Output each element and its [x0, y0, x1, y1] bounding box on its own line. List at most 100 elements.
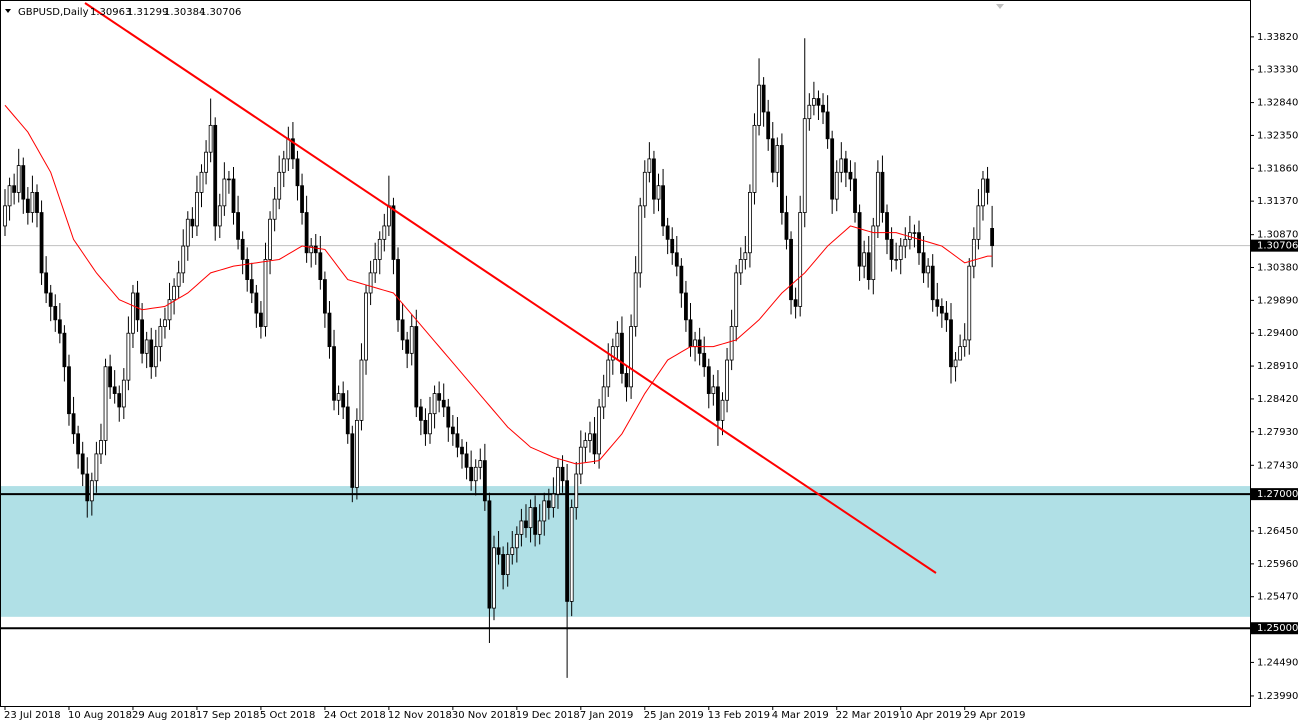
- candle-body: [199, 171, 204, 193]
- candle-body: [172, 285, 176, 301]
- candle-body: [647, 158, 652, 173]
- candle-body: [624, 373, 629, 388]
- y-tick-label: 1.32840: [1257, 98, 1298, 109]
- candle-body: [926, 265, 931, 274]
- candle-body: [450, 426, 455, 435]
- candle-body: [57, 319, 62, 334]
- plot-frame: [0, 0, 1251, 707]
- candle-body: [76, 433, 81, 455]
- candle-body: [35, 192, 39, 213]
- candle-body: [903, 238, 908, 247]
- y-tick-label: 1.33330: [1257, 65, 1298, 76]
- candle-body: [185, 218, 190, 247]
- candle-body: [112, 386, 117, 394]
- candle-body: [569, 507, 574, 602]
- candle-body: [825, 111, 830, 140]
- candle-body: [912, 232, 917, 234]
- x-tick-label: 30 Nov 2018: [452, 710, 516, 721]
- candle-body: [843, 158, 848, 173]
- x-tick-label: 10 Aug 2018: [68, 710, 132, 721]
- candle-body: [551, 493, 556, 508]
- candle-body: [103, 366, 108, 441]
- candle-body: [971, 238, 976, 267]
- y-tick-label: 1.24490: [1257, 657, 1298, 668]
- candle-body: [866, 252, 871, 280]
- candle-body: [277, 171, 282, 200]
- candle-body: [460, 446, 464, 455]
- header-close: 1.30706: [200, 7, 241, 18]
- y-tick-label: 1.23990: [1257, 691, 1298, 702]
- candle-body: [862, 252, 867, 267]
- y-tick-label: 1.29400: [1257, 328, 1298, 339]
- candle-body: [597, 406, 601, 455]
- candle-body: [245, 259, 250, 280]
- candle-body: [437, 393, 442, 401]
- candle-body: [117, 393, 122, 408]
- candle-body: [693, 339, 697, 348]
- candle-body: [958, 346, 963, 361]
- candle-body: [336, 393, 341, 401]
- candle-body: [359, 359, 364, 421]
- candle-body: [167, 299, 172, 321]
- candle-body: [670, 238, 675, 254]
- candle-body: [519, 520, 524, 535]
- support-zone: [1, 486, 1250, 617]
- candle-body: [373, 259, 378, 274]
- candle-body: [688, 319, 693, 348]
- candle-body: [939, 306, 944, 314]
- candle-body: [725, 359, 729, 401]
- candle-body: [441, 399, 446, 408]
- candle-body: [144, 339, 149, 354]
- candle-body: [505, 554, 510, 575]
- y-tick-label: 1.27930: [1257, 427, 1298, 438]
- candle-body: [432, 393, 437, 415]
- candle-body: [816, 98, 821, 106]
- candle-body: [560, 466, 565, 482]
- candle-body: [149, 339, 154, 368]
- candle-body: [857, 212, 862, 267]
- candle-body: [720, 399, 725, 421]
- candle-body: [610, 346, 615, 361]
- candle-body: [48, 292, 53, 307]
- candle-body: [853, 178, 857, 213]
- candle-body: [350, 433, 355, 488]
- candle-body: [85, 473, 90, 502]
- x-tick-label: 25 Jan 2019: [644, 710, 704, 721]
- candle-body: [684, 292, 688, 321]
- x-tick-label: 22 Mar 2019: [836, 710, 899, 721]
- bottom-axis-bg: [0, 707, 1299, 722]
- candle-body: [665, 225, 670, 240]
- candle-body: [894, 259, 899, 261]
- candle-body: [327, 312, 332, 348]
- candle-body: [473, 466, 478, 482]
- candle-body: [601, 386, 606, 408]
- candle-body: [400, 319, 405, 341]
- x-tick-label: 12 Nov 2018: [388, 710, 452, 721]
- current-price-label: 1.30706: [1257, 241, 1298, 252]
- x-tick-label: 10 Apr 2019: [900, 710, 962, 721]
- y-tick-label: 1.32350: [1257, 130, 1298, 141]
- trendline: [84, 2, 937, 574]
- candle-body: [976, 205, 981, 240]
- y-tick-label: 1.29890: [1257, 295, 1298, 306]
- candle-body: [418, 406, 423, 421]
- level-label: 1.27000: [1257, 489, 1298, 500]
- candle-body: [917, 232, 921, 254]
- y-tick-label: 1.31370: [1257, 196, 1298, 207]
- candle-body: [962, 339, 967, 348]
- candle-body: [39, 212, 44, 274]
- x-tick-label: 13 Feb 2019: [708, 710, 770, 721]
- candle-body: [784, 212, 789, 240]
- level-label: 1.25000: [1257, 623, 1298, 634]
- x-tick-label: 7 Jan 2019: [580, 710, 634, 721]
- candle-body: [181, 245, 186, 274]
- candle-body: [496, 547, 501, 555]
- candle-body: [743, 252, 748, 260]
- candle-body: [574, 473, 579, 508]
- candle-body: [789, 238, 793, 301]
- y-tick-label: 1.25960: [1257, 559, 1298, 570]
- candle-body: [752, 124, 757, 193]
- candle-body: [263, 259, 268, 327]
